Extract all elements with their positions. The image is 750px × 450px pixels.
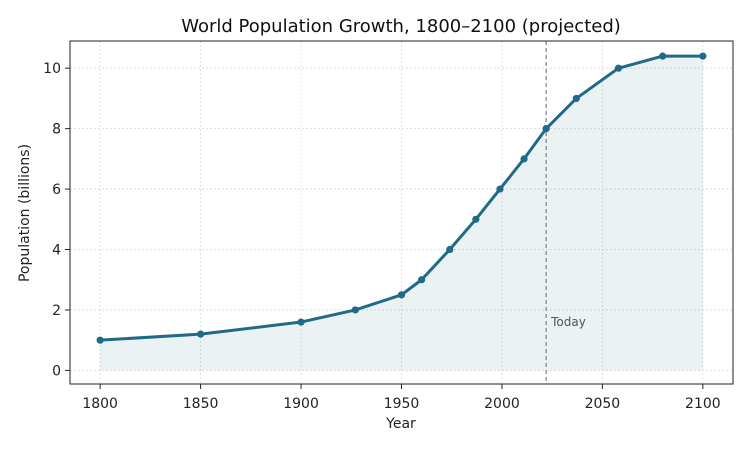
x-tick-label: 2050 (585, 396, 621, 412)
y-axis-ticks: 0 2 4 6 8 10 (43, 61, 70, 379)
y-tick-label: 2 (52, 303, 61, 319)
x-tick-label: 1950 (384, 396, 420, 412)
data-point (520, 155, 528, 163)
data-point (297, 318, 305, 326)
x-tick-label: 2100 (685, 396, 721, 412)
data-point (446, 245, 454, 254)
data-point (351, 306, 359, 314)
y-axis-label: Population (billions) (17, 144, 33, 282)
data-point (699, 52, 707, 60)
data-point (472, 215, 480, 223)
data-point (659, 52, 667, 60)
x-tick-label: 1900 (283, 396, 319, 412)
x-tick-label: 2000 (484, 396, 520, 412)
chart-title: World Population Growth, 1800–2100 (proj… (181, 16, 621, 37)
y-tick-label: 4 (52, 243, 61, 259)
data-point (397, 291, 406, 299)
data-point (542, 125, 550, 133)
x-tick-label: 1800 (82, 396, 118, 412)
data-point (496, 185, 504, 193)
data-points (96, 52, 707, 344)
x-tick-label: 1850 (183, 396, 219, 412)
data-point (614, 64, 623, 72)
y-tick-label: 10 (43, 61, 61, 77)
x-axis-ticks: 1800 1850 1900 1950 2000 2050 2100 (82, 384, 721, 412)
data-point (572, 94, 580, 103)
y-tick-label: 6 (52, 182, 61, 198)
data-point (96, 336, 104, 344)
y-tick-label: 0 (52, 363, 61, 379)
x-axis-label: Year (385, 416, 416, 432)
y-tick-label: 8 (52, 122, 61, 138)
data-point (196, 330, 205, 338)
data-point (417, 276, 426, 284)
population-area (100, 56, 703, 371)
today-label: Today (550, 315, 586, 329)
